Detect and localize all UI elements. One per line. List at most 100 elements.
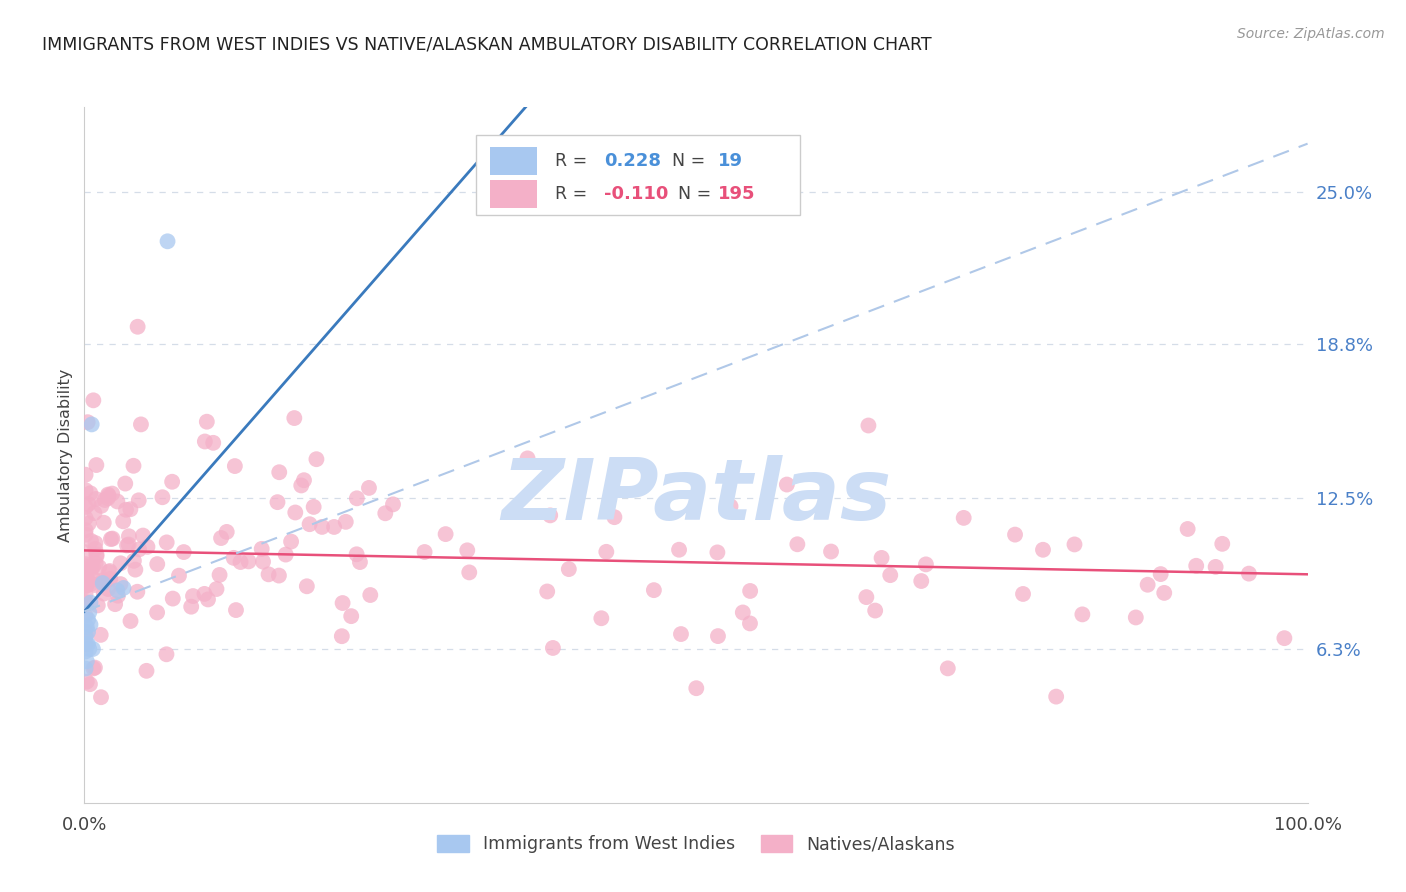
Point — [335, 515, 357, 529]
Point — [382, 497, 405, 511]
Point — [112, 514, 135, 528]
Point — [87, 599, 110, 613]
Point — [97, 489, 120, 503]
Point — [591, 611, 613, 625]
Point — [132, 528, 155, 542]
Point — [115, 502, 138, 516]
Point — [855, 590, 877, 604]
Point — [1004, 527, 1026, 541]
Point — [180, 599, 202, 614]
Point — [274, 548, 297, 562]
Point — [603, 510, 626, 524]
Point — [79, 617, 101, 632]
Point — [538, 508, 561, 523]
Point — [105, 583, 128, 598]
Point — [97, 487, 120, 501]
Point — [516, 451, 538, 466]
Point — [127, 319, 149, 334]
Point — [135, 664, 157, 678]
Point — [75, 624, 97, 639]
Point — [295, 579, 318, 593]
Point — [250, 541, 273, 556]
Point — [195, 415, 218, 429]
Point — [75, 523, 97, 537]
Point — [643, 583, 665, 598]
Point — [910, 574, 932, 588]
Point — [879, 568, 901, 582]
Point — [193, 587, 215, 601]
Point — [84, 536, 107, 550]
Point — [98, 564, 121, 578]
Point — [75, 595, 97, 609]
Point — [229, 555, 252, 569]
Point — [97, 582, 120, 596]
Point — [80, 417, 103, 432]
Point — [82, 393, 104, 408]
Point — [332, 596, 354, 610]
Point — [413, 545, 436, 559]
Point — [870, 550, 893, 565]
Point — [75, 527, 97, 541]
Point — [1185, 558, 1208, 573]
Point — [97, 491, 120, 505]
Point — [706, 545, 728, 559]
Point — [75, 578, 97, 592]
Point — [93, 575, 115, 590]
Point — [86, 458, 108, 472]
Point — [1032, 542, 1054, 557]
Point — [115, 539, 138, 553]
Point — [90, 499, 112, 513]
Point — [269, 465, 291, 479]
Point — [359, 588, 381, 602]
Point — [215, 524, 238, 539]
Point — [75, 500, 97, 514]
Point — [122, 554, 145, 568]
Point — [738, 616, 761, 631]
Point — [75, 629, 97, 643]
Point — [76, 674, 98, 689]
Point — [194, 434, 217, 449]
Point — [120, 502, 142, 516]
FancyBboxPatch shape — [475, 135, 800, 215]
Point — [80, 576, 103, 591]
Point — [858, 418, 880, 433]
Point — [146, 557, 169, 571]
Point — [776, 477, 799, 491]
Point — [456, 543, 478, 558]
Point — [128, 542, 150, 557]
Point — [863, 603, 886, 617]
Point — [75, 467, 97, 482]
Point — [75, 596, 97, 610]
Point — [536, 584, 558, 599]
Text: ZIPatlas: ZIPatlas — [501, 455, 891, 538]
Point — [129, 417, 152, 432]
Point — [152, 490, 174, 504]
Point — [374, 506, 396, 520]
Text: N =: N = — [678, 185, 717, 203]
Point — [302, 500, 325, 514]
Point — [76, 620, 98, 634]
Point — [82, 642, 104, 657]
Point — [1012, 587, 1035, 601]
Point — [311, 520, 333, 534]
Point — [731, 606, 754, 620]
Point — [83, 506, 105, 520]
Point — [84, 557, 107, 571]
Point — [122, 458, 145, 473]
Point — [936, 661, 959, 675]
Point — [86, 549, 108, 564]
Point — [820, 544, 842, 558]
Point — [1150, 567, 1173, 582]
Point — [110, 577, 132, 591]
Point — [79, 677, 101, 691]
Point — [94, 493, 117, 508]
Point — [77, 624, 100, 639]
Point — [98, 572, 121, 586]
Point — [205, 582, 228, 596]
Point — [1272, 631, 1295, 645]
Point — [93, 586, 115, 600]
Text: 19: 19 — [718, 153, 742, 170]
Point — [75, 559, 97, 574]
Point — [915, 558, 938, 572]
Point — [136, 540, 159, 554]
